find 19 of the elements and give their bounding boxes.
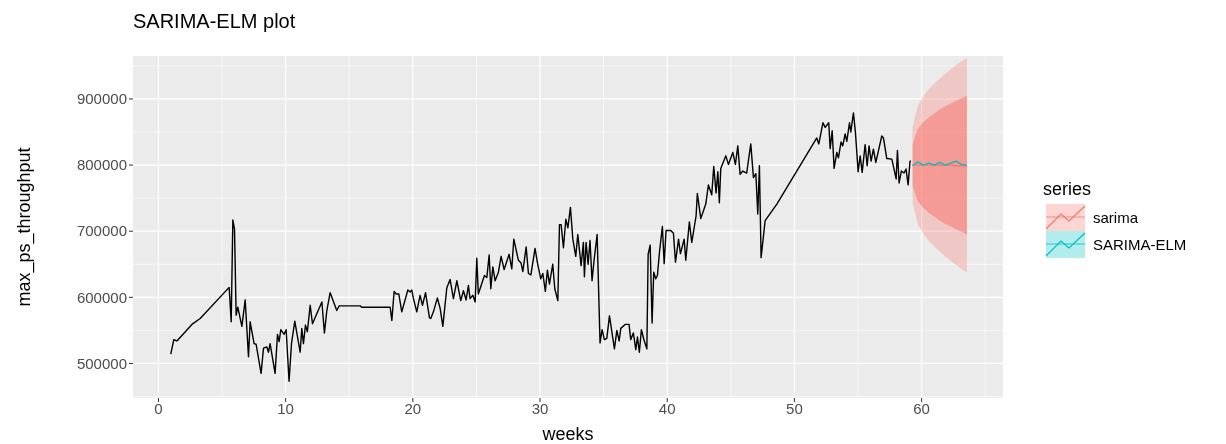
y-tick-label: 700000 xyxy=(76,222,127,240)
y-tick-label: 500000 xyxy=(76,354,127,372)
y-tick-label: 800000 xyxy=(76,156,127,174)
legend-title: series xyxy=(1043,179,1092,199)
x-tick-label: 60 xyxy=(913,400,930,417)
line-series xyxy=(170,112,912,382)
y-axis-title: max_ps_throughput xyxy=(14,147,35,307)
legend-label: sarima xyxy=(1093,209,1139,227)
chart-title: SARIMA-ELM plot xyxy=(133,10,296,32)
x-tick-label: 10 xyxy=(277,400,294,417)
x-tick-label: 30 xyxy=(531,400,549,417)
x-tick-label: 50 xyxy=(786,400,803,417)
x-axis-title: weeks xyxy=(541,424,594,444)
x-tick-label: 20 xyxy=(404,400,422,417)
legend-label: SARIMA-ELM xyxy=(1093,236,1187,254)
y-tick-label: 600000 xyxy=(76,288,127,306)
x-tick-label: 40 xyxy=(658,400,676,417)
y-tick-label: 900000 xyxy=(76,90,127,108)
x-tick-label: 0 xyxy=(154,400,163,417)
